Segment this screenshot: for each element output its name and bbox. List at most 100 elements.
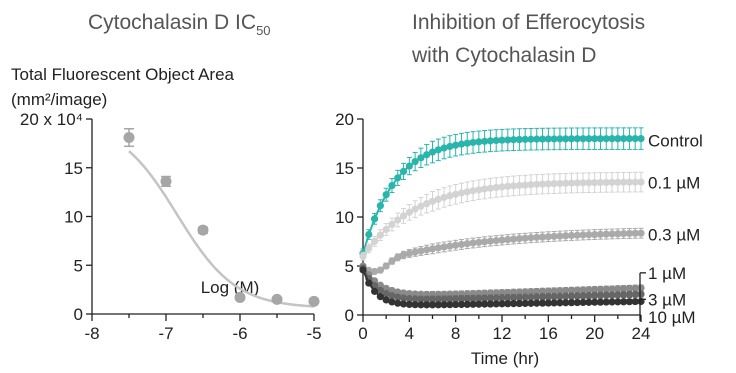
series-data-point — [521, 293, 529, 301]
series-data-point — [469, 300, 477, 308]
series-data-point — [538, 299, 547, 307]
series-data-point — [428, 295, 437, 303]
series-data-point — [370, 215, 379, 223]
series-data-point — [388, 286, 396, 295]
series-data-point — [463, 240, 471, 248]
left-data-point — [160, 175, 172, 187]
series-data-point — [382, 262, 390, 270]
series-data-point — [608, 298, 616, 306]
right-ytick-label: 15 — [335, 159, 354, 178]
series-data-point — [521, 181, 529, 189]
series-data-point — [585, 179, 593, 187]
series-data-point — [382, 191, 390, 199]
left-ytick-label: 15 — [64, 159, 83, 178]
series-data-point — [550, 232, 558, 240]
series-data-point — [376, 202, 384, 210]
series-data-point — [596, 291, 605, 299]
series-data-point — [573, 135, 581, 143]
series-data-point — [527, 181, 535, 189]
series-data-point — [509, 136, 518, 144]
series-data-point — [608, 285, 616, 293]
series-data-point — [533, 293, 541, 301]
series-data-point — [614, 178, 622, 186]
series-data-point — [573, 292, 581, 300]
series-data-point — [504, 136, 512, 144]
series-data-point — [382, 225, 390, 234]
series-data-point — [637, 178, 645, 186]
series-data-point — [538, 287, 547, 295]
series-data-point — [579, 298, 587, 307]
series-data-point — [637, 290, 645, 298]
series-data-point — [556, 292, 564, 300]
series-data-point — [399, 212, 408, 220]
series-data-point — [446, 301, 454, 309]
series-data-point — [608, 230, 616, 238]
series-data-point — [394, 299, 402, 307]
series-data-point — [533, 233, 541, 241]
left-data-point — [308, 295, 320, 307]
series-data-point — [446, 142, 454, 151]
series-data-point — [625, 284, 634, 292]
left-data-point — [234, 291, 246, 303]
series-data-point — [428, 197, 437, 205]
series-data-point — [486, 237, 495, 245]
series-data-point — [602, 298, 610, 306]
series-data-point — [567, 286, 576, 294]
series-data-point — [556, 135, 564, 143]
series-data-point — [469, 138, 477, 147]
series-data-point — [504, 300, 512, 308]
series-data-point — [452, 141, 460, 149]
series-data-point — [631, 297, 639, 306]
series-data-point — [538, 233, 547, 241]
series-data-point — [498, 300, 506, 308]
series-data-point — [405, 162, 413, 170]
series-data-point — [573, 231, 581, 239]
right-xtick-label: 20 — [585, 324, 604, 343]
series-data-point — [527, 135, 535, 143]
series-data-point — [376, 286, 384, 294]
series-data-point — [550, 180, 558, 188]
series-data-point — [481, 294, 489, 302]
series-data-point — [521, 299, 529, 308]
series-data-point — [533, 299, 541, 307]
series-data-point — [399, 289, 408, 297]
series-data-point — [620, 135, 628, 143]
right-xtick-label: 16 — [539, 324, 558, 343]
series-data-point — [631, 178, 639, 186]
series-label: 10 µM — [648, 308, 696, 327]
series-data-point — [515, 288, 523, 296]
series-data-point — [411, 248, 419, 256]
series-data-point — [533, 287, 541, 296]
series-data-point — [394, 288, 402, 296]
series-data-point — [550, 135, 558, 143]
right-ytick-label: 10 — [335, 208, 354, 227]
series-data-point — [596, 135, 605, 143]
series-data-point — [567, 135, 576, 143]
right-chart-title-line1: Inhibition of Efferocytosis — [412, 11, 645, 34]
series-data-point — [486, 294, 495, 302]
series-data-point — [567, 179, 576, 187]
series-data-point — [567, 231, 576, 240]
series-data-point — [457, 295, 466, 303]
series-data-point — [394, 253, 402, 261]
series-data-point — [637, 284, 645, 292]
series-data-point — [515, 181, 523, 190]
series-data-point — [434, 146, 442, 154]
series-data-point — [591, 135, 599, 143]
series-data-point — [411, 301, 419, 309]
left-chart-title: Cytochalasin D IC50 — [88, 11, 271, 38]
series-data-point — [376, 266, 384, 274]
series-data-point — [509, 300, 518, 308]
series-data-point — [486, 137, 495, 145]
series-data-point — [370, 237, 379, 245]
series-data-point — [602, 178, 610, 187]
series-data-point — [602, 135, 610, 143]
series-data-point — [399, 167, 408, 176]
series-data-point — [614, 298, 622, 306]
series-data-point — [428, 245, 437, 253]
series-data-point — [625, 178, 634, 186]
series-data-point — [498, 183, 506, 191]
series-data-point — [567, 299, 576, 307]
series-data-point — [579, 292, 587, 300]
series-data-point — [417, 301, 425, 309]
